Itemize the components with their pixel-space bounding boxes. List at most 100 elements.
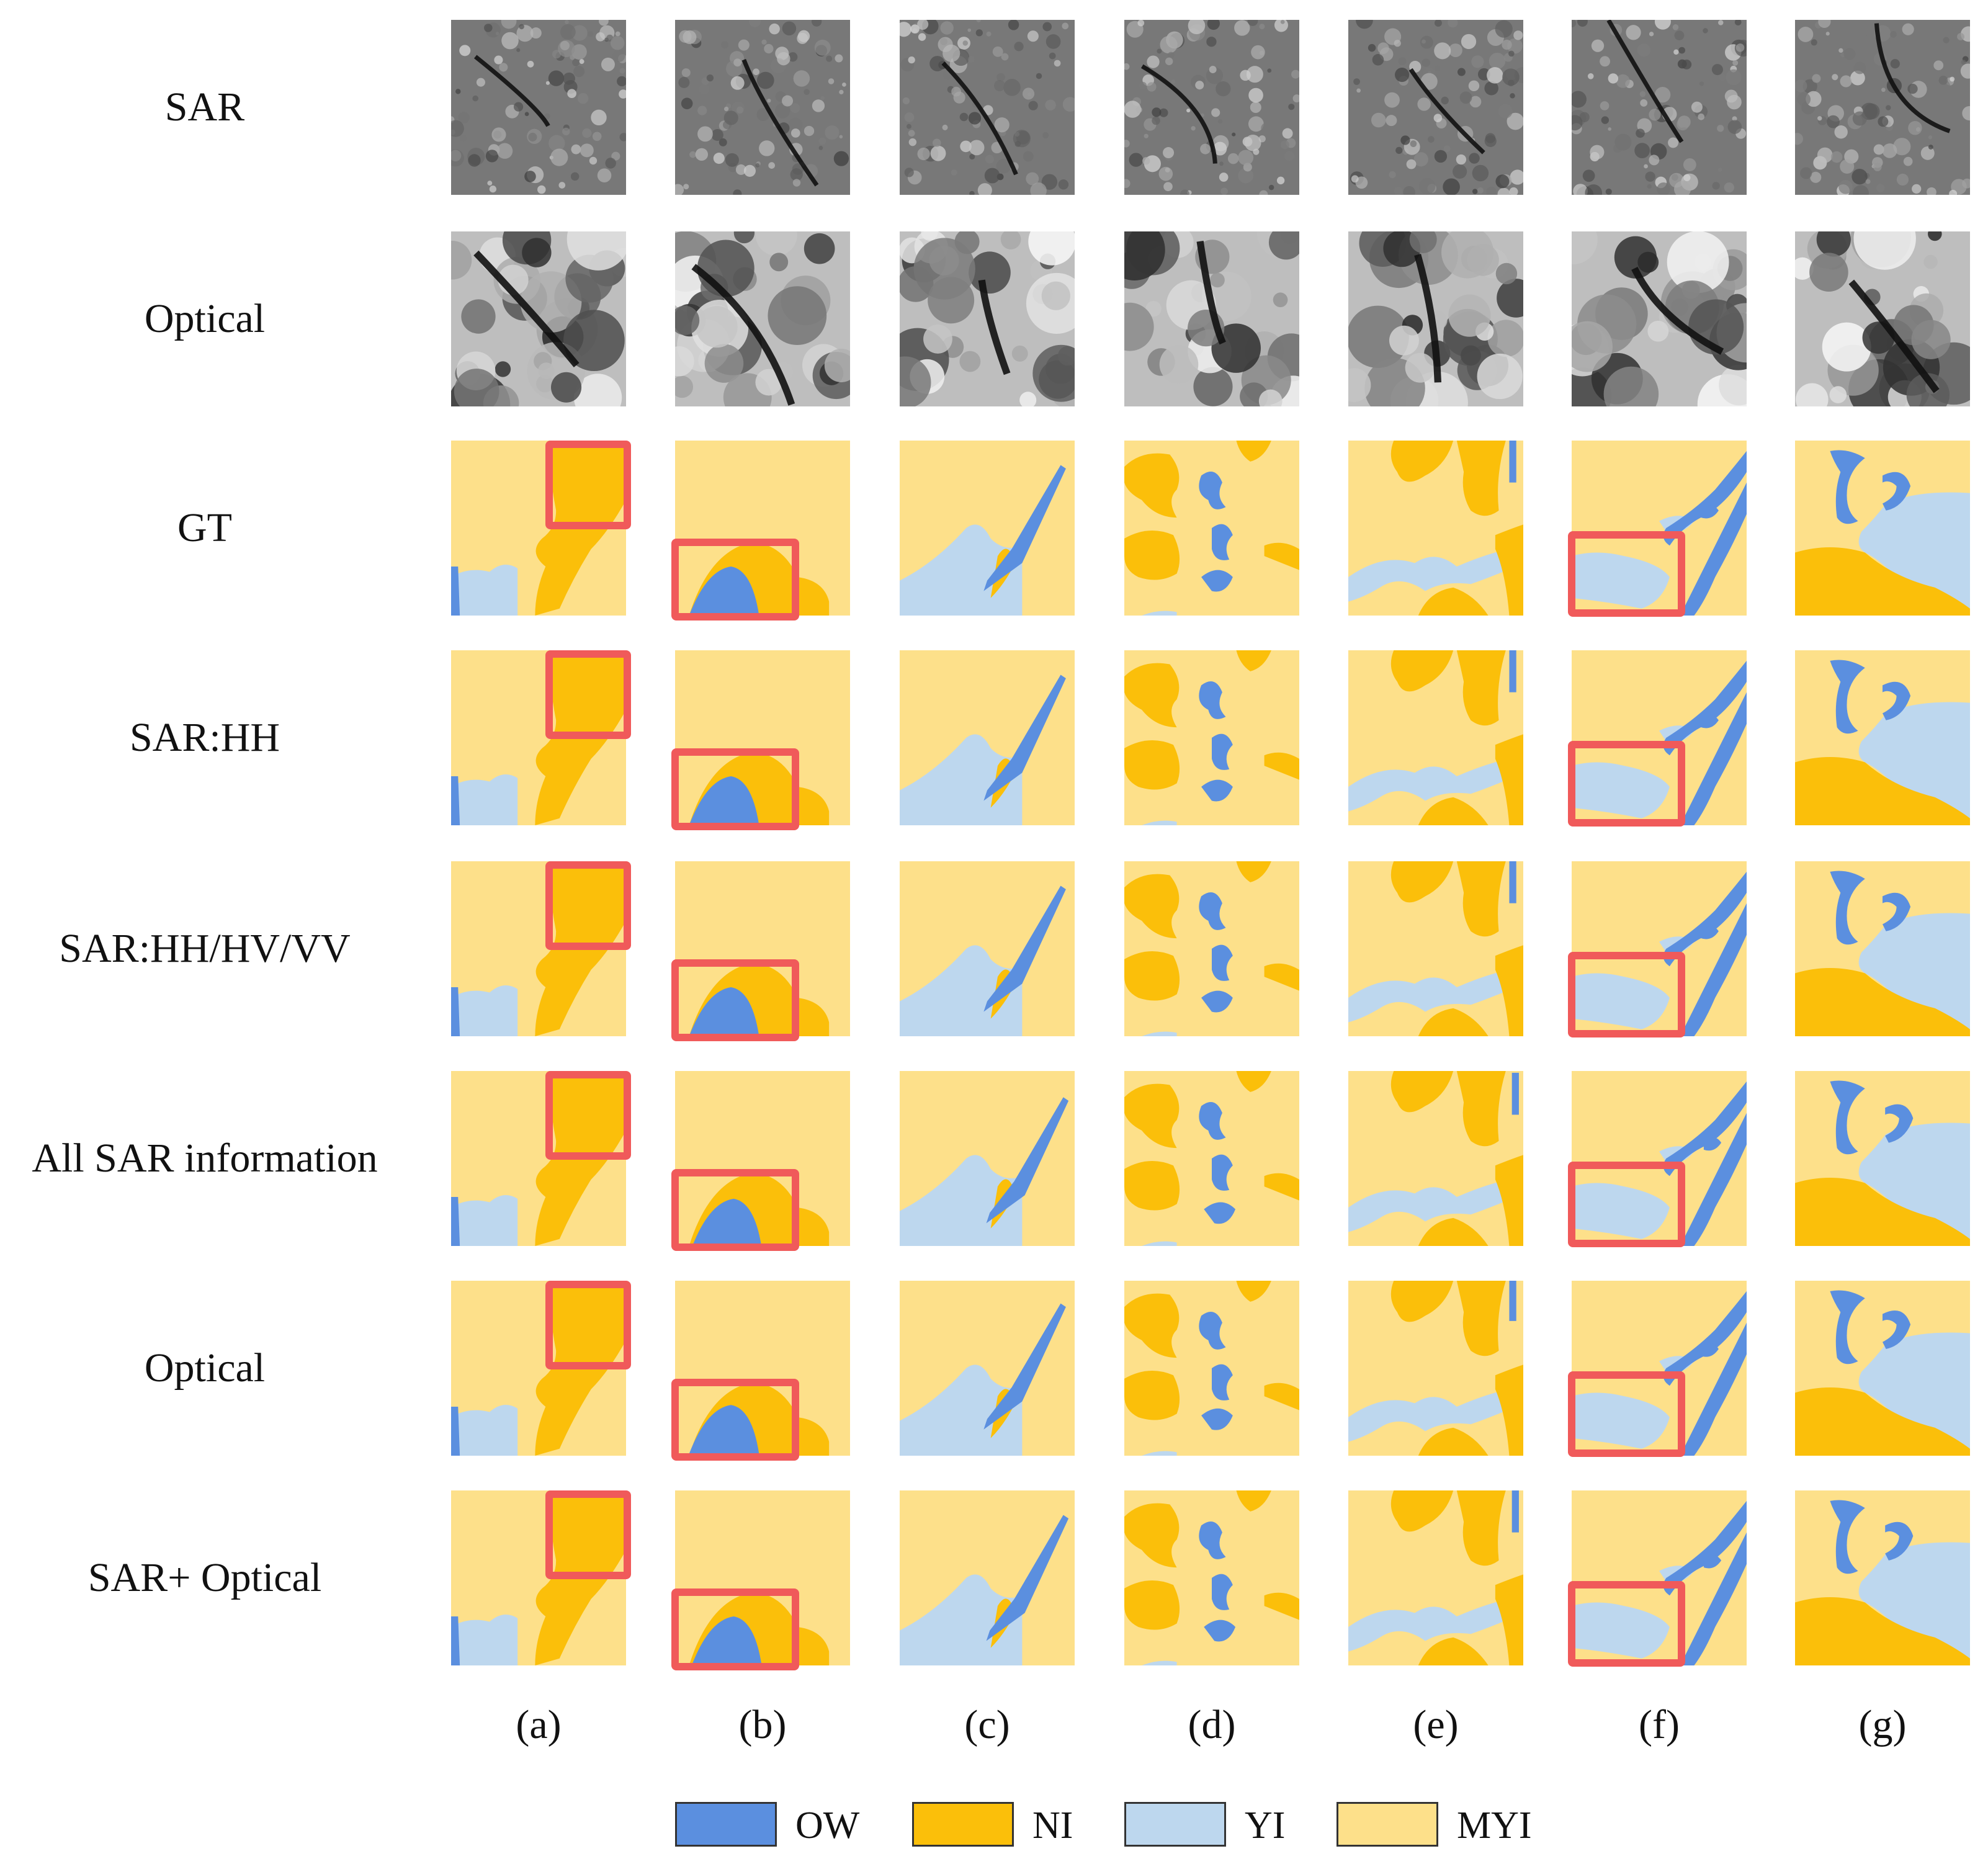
highlight-box (671, 748, 799, 830)
region-yi (1858, 913, 1970, 1036)
cell-sar-0 (451, 20, 626, 195)
highlight-box (671, 959, 799, 1041)
region-ni (1456, 1281, 1506, 1356)
segmentation-map (1795, 1281, 1970, 1456)
region-yi (451, 1614, 518, 1665)
cell-sar_hhhvvv-1 (675, 861, 850, 1036)
region-ow (1212, 1574, 1233, 1610)
column-label: (e) (1413, 1702, 1459, 1747)
region-ni (1264, 963, 1299, 991)
region-ow (1511, 1490, 1519, 1533)
row-label-all_sar: All SAR information (32, 1136, 378, 1181)
segmentation-map (1348, 1281, 1523, 1456)
region-yi (1348, 545, 1523, 602)
legend-label-ow: OW (795, 1804, 860, 1847)
region-ni (1236, 441, 1271, 462)
segmentation-map (1572, 1071, 1747, 1246)
cell-gt-5 (1572, 441, 1747, 616)
region-yi (1348, 966, 1523, 1023)
segmentation-map (900, 1490, 1075, 1665)
cell-sar_hhhvvv-5 (1572, 861, 1747, 1036)
region-ow (1883, 1310, 1911, 1349)
region-yi (1858, 1542, 1970, 1665)
region-yi (451, 1194, 518, 1246)
region-ni (1418, 1637, 1489, 1665)
region-ow (689, 987, 759, 1036)
cell-gt-6 (1795, 441, 1970, 616)
region-ni (1124, 1503, 1180, 1568)
region-yi (1142, 1241, 1177, 1246)
region-ow (692, 1198, 762, 1246)
cell-optical_img-3 (1124, 231, 1299, 406)
region-ow (1680, 692, 1747, 825)
region-ow (1509, 441, 1516, 483)
cell-sar_hh-4 (1348, 650, 1523, 825)
highlight-box (545, 650, 631, 740)
highlight-box (1568, 1162, 1685, 1248)
region-ni (1456, 650, 1506, 726)
cell-all_sar-2 (900, 1071, 1075, 1246)
region-ni (1495, 1155, 1523, 1246)
region-yi (451, 1404, 518, 1456)
region-ow (983, 674, 1066, 801)
region-ni (1390, 441, 1454, 482)
region-ni (1456, 441, 1506, 516)
region-yi (1142, 820, 1177, 825)
segmentation-map (1348, 861, 1523, 1036)
region-ni (1795, 1597, 1970, 1665)
region-myi (464, 1101, 475, 1111)
cell-sar-6 (1795, 20, 1970, 195)
legend-label-yi: YI (1245, 1804, 1286, 1847)
region-ow (1201, 1408, 1233, 1430)
row-label-gt: GT (177, 505, 232, 550)
cell-all_sar-4 (1348, 1071, 1523, 1246)
region-ow (1680, 482, 1747, 616)
cell-sar-4 (1348, 20, 1523, 195)
region-myi (461, 890, 472, 899)
region-ni (1456, 861, 1506, 937)
cell-sar-3 (1124, 20, 1299, 195)
sar-image (451, 20, 626, 195)
legend-label-myi: MYI (1457, 1804, 1532, 1847)
cell-sar_hh-2 (900, 650, 1075, 825)
region-ow (1199, 681, 1226, 719)
region-ow (1509, 861, 1516, 903)
segmentation-map (1795, 1490, 1970, 1665)
highlight-box (671, 1378, 799, 1461)
region-ow (1199, 472, 1226, 509)
region-yi (1572, 1183, 1670, 1239)
column-label: (b) (738, 1702, 787, 1747)
segmentation-map (675, 861, 850, 1036)
region-ow (1509, 1281, 1516, 1321)
region-ow (1199, 1521, 1226, 1559)
cell-all_sar-6 (1795, 1071, 1970, 1246)
region-ow (1680, 903, 1747, 1036)
cell-sar_hhhvvv-4 (1348, 861, 1523, 1036)
segmentation-map (1795, 1071, 1970, 1246)
region-ow (451, 987, 460, 1036)
segmentation-map (1124, 650, 1299, 825)
row-label-optical_pred: Optical (144, 1345, 266, 1391)
region-ow (1663, 1500, 1747, 1596)
region-ow (1680, 1113, 1747, 1246)
cell-optical_pred-6 (1795, 1281, 1970, 1456)
region-ow (1701, 1343, 1719, 1357)
region-ow (1830, 660, 1865, 734)
region-ni (1795, 1387, 1970, 1456)
region-yi (451, 985, 518, 1036)
optical-image (1572, 231, 1747, 406)
region-ni (1418, 1427, 1489, 1456)
highlight-box (1568, 1581, 1685, 1667)
segmentation-map (1572, 861, 1747, 1036)
region-yi (1572, 973, 1670, 1029)
row-label-sar_hh: SAR:HH (129, 715, 280, 760)
cell-gt-1 (675, 441, 850, 616)
region-ow (1883, 472, 1911, 511)
region-yi (1142, 611, 1177, 616)
region-ow (1199, 892, 1226, 930)
region-ni (1124, 1083, 1180, 1149)
region-ow (1701, 715, 1719, 728)
region-ow (451, 1616, 460, 1665)
sar-image (1572, 20, 1747, 195)
cell-optical_img-0 (451, 231, 626, 406)
